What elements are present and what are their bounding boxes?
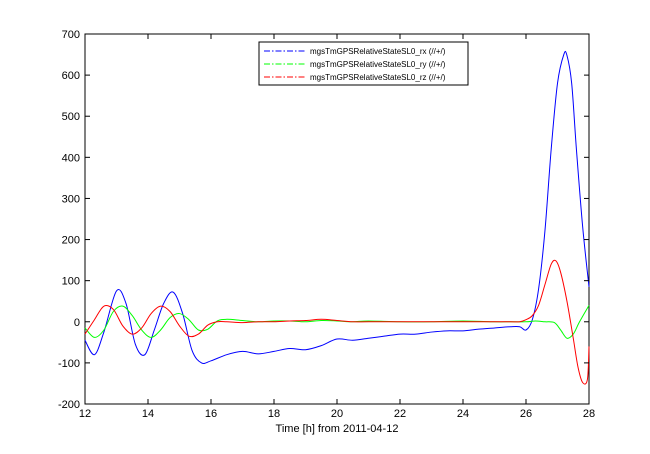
series-layer [84,50,590,385]
x-tick-label: 24 [457,408,469,420]
legend-label-2: mgsTmGPSRelativeStateSL0_ry (//+/) [310,60,446,69]
x-tick-label: 16 [205,408,217,420]
legend-label-1: mgsTmGPSRelativeStateSL0_rx (//+/) [310,47,446,56]
x-tick-label: 20 [331,408,343,420]
x-tick-label: 14 [142,408,154,420]
x-tick-label: 18 [268,408,280,420]
y-tick-label: 600 [62,70,80,82]
x-axis-label: Time [h] from 2011-04-12 [276,423,399,435]
legend: mgsTmGPSRelativeStateSL0_rx (//+/) mgsTmG… [258,41,469,86]
y-tick-label: 200 [62,235,80,247]
x-tick-label: 28 [583,408,595,420]
y-tick-label: -100 [58,358,80,370]
y-tick-label: -200 [58,399,80,411]
x-tick-label: 22 [394,408,406,420]
y-tick-label: 400 [62,152,80,164]
legend-label-3: mgsTmGPSRelativeStateSL0_rz (//+/) [310,73,446,82]
y-tick-label: 500 [62,111,80,123]
y-tick-label: 300 [62,193,80,205]
y-tick-label: 100 [62,276,80,288]
series-line-3 [84,259,590,385]
x-tick-label: 12 [79,408,91,420]
legend-box [258,41,469,86]
y-tick-label: 0 [74,317,80,329]
x-tick-label: 26 [520,408,532,420]
ticks-layer: 12 14 16 18 20 22 24 26 28 -200 -100 0 100 200 300 400 5… [58,29,595,420]
series-line-1 [84,50,590,364]
y-tick-label: 700 [62,29,80,41]
plot-area [84,33,590,405]
